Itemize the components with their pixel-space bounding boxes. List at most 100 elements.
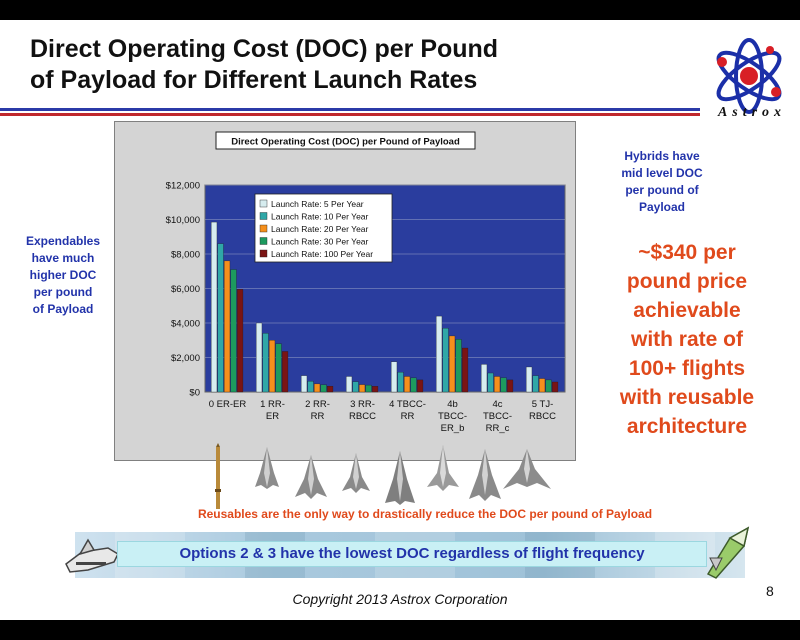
bar [507, 379, 514, 393]
chart-title: Direct Operating Cost (DOC) per Pound of… [231, 137, 460, 148]
bar [275, 343, 282, 393]
legend-swatch [259, 199, 268, 208]
x-tick-label: 0 ER-ER [209, 399, 247, 410]
bar [217, 243, 224, 393]
bar [301, 375, 308, 393]
price-line: pound price [626, 270, 748, 293]
spaceship-icon [706, 526, 750, 579]
options-banner: Options 2 & 3 have the lowest DOC regard… [117, 541, 707, 567]
bar [417, 379, 424, 393]
expendables-note: Expendables have much higher DOC per pou… [18, 233, 108, 318]
x-tick-label: 5 TJ- [532, 399, 553, 410]
legend-label: Launch Rate: 20 Per Year [271, 224, 369, 234]
legend-swatch [259, 224, 268, 233]
note-line: Expendables [25, 234, 101, 248]
bar [320, 384, 327, 393]
legend-label: Launch Rate: 30 Per Year [271, 237, 369, 247]
bar [346, 376, 353, 393]
spaceplane-3-icon [342, 453, 370, 493]
bar [545, 379, 552, 393]
bar [436, 315, 443, 393]
title-line-2: of Payload for Different Launch Rates [30, 66, 478, 94]
note-line: mid level DOC [621, 166, 703, 180]
slide: Direct Operating Cost (DOC) per Pound of… [0, 20, 800, 620]
title-line-1: Direct Operating Cost (DOC) per Pound [30, 35, 499, 63]
note-line: per pound [33, 285, 93, 299]
bar [282, 351, 289, 393]
price-line: achievable [633, 299, 741, 322]
note-line: of Payload [32, 302, 94, 316]
x-tick-label: 4b [447, 399, 458, 410]
price-line: ~$340 per [638, 241, 736, 264]
logo-text: Astrox [717, 105, 787, 120]
atom-logo-icon [716, 38, 782, 114]
bar [404, 376, 411, 393]
bar [397, 372, 404, 393]
bar [269, 340, 276, 393]
x-tick-label: TBCC- [483, 411, 512, 422]
reusables-note: Reusables are the only way to drasticall… [197, 507, 653, 521]
x-tick-label: TBCC- [438, 411, 467, 422]
x-tick-label: RR_c [486, 423, 510, 434]
bar [262, 333, 269, 393]
y-tick-label: $6,000 [171, 284, 200, 295]
bar [539, 378, 546, 393]
x-tick-label: RR [401, 411, 415, 422]
price-line: architecture [626, 415, 748, 438]
y-tick-label: $0 [189, 388, 200, 399]
legend-swatch [259, 249, 268, 258]
price-line: with reusable [619, 386, 755, 409]
x-tick-label: 2 RR- [305, 399, 330, 410]
bar [314, 383, 321, 393]
x-tick-label: 1 RR- [260, 399, 285, 410]
y-tick-label: $4,000 [171, 319, 200, 330]
bar [500, 377, 507, 393]
legend-box [254, 193, 393, 263]
hybrids-note: Hybrids have mid level DOC per pound of … [612, 148, 712, 216]
expendable-rocket-icon [215, 443, 221, 509]
price-line: with rate of [630, 328, 743, 351]
bar [552, 381, 559, 393]
doc-chart: Direct Operating Cost (DOC) per Pound of… [114, 121, 576, 461]
bar [307, 381, 314, 393]
price-callout: ~$340 per pound price achievable with ra… [592, 238, 782, 441]
note-line: Hybrids have [624, 149, 700, 163]
bar [455, 339, 462, 393]
bar [256, 322, 263, 393]
vehicle-illustrations [215, 443, 551, 509]
bar [211, 221, 218, 393]
page-number: 8 [766, 583, 774, 599]
x-tick-label: ER_b [441, 423, 465, 434]
legend-swatch [259, 212, 268, 220]
bar [327, 385, 334, 393]
copyright-text: Copyright 2013 Astrox Corporation [292, 591, 508, 607]
x-tick-label: ER [266, 411, 279, 422]
legend-label: Launch Rate: 10 Per Year [271, 212, 369, 222]
bar [481, 364, 488, 393]
bar [224, 260, 231, 393]
x-tick-label: 3 RR- [350, 399, 375, 410]
bar [372, 386, 379, 393]
note-line: have much [31, 251, 95, 265]
bar [494, 376, 501, 393]
x-tick-label: 4 TBCC- [389, 399, 426, 410]
spaceplane-4-icon [385, 451, 415, 505]
note-line: higher DOC [29, 268, 97, 282]
price-line: 100+ flights [628, 357, 746, 380]
bar [237, 289, 244, 393]
shuttle-icon [65, 538, 119, 573]
spaceplane-4b-icon [427, 445, 459, 491]
x-tick-label: RR [311, 411, 325, 422]
bar [442, 328, 449, 393]
spaceplane-4c-icon [469, 449, 501, 501]
bar [487, 372, 494, 393]
legend-label: Launch Rate: 100 Per Year [271, 249, 373, 259]
spaceplane-2-icon [295, 455, 327, 499]
bar [449, 335, 456, 393]
y-tick-label: $12,000 [166, 181, 200, 192]
bar [391, 361, 398, 393]
legend-label: Launch Rate: 5 Per Year [271, 199, 364, 209]
bar [410, 377, 417, 393]
bar [365, 384, 372, 393]
bar [359, 384, 366, 393]
